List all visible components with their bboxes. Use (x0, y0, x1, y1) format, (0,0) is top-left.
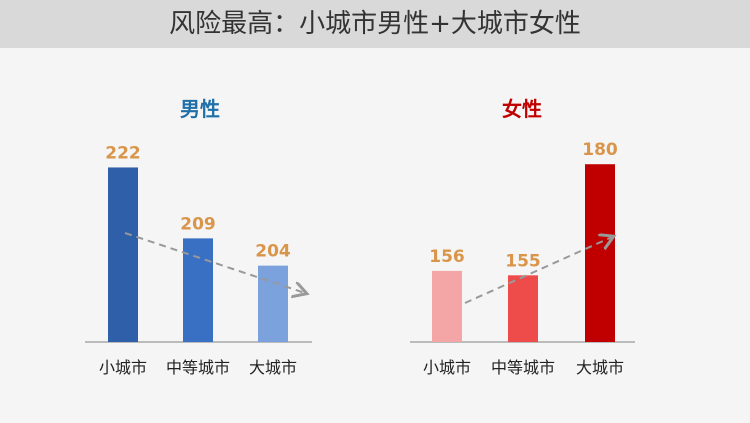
bar (108, 167, 138, 342)
data-label: 155 (505, 251, 541, 271)
chart-title: 男性 (180, 97, 220, 121)
data-label: 156 (429, 247, 465, 267)
tick-label: 小城市 (423, 358, 471, 377)
tick-label: 中等城市 (166, 358, 230, 377)
bar (183, 238, 213, 342)
bar (258, 265, 288, 342)
data-label: 204 (255, 242, 291, 262)
page-title: 风险最高：小城市男性+大城市女性 (0, 0, 750, 48)
bar (432, 270, 462, 342)
data-label: 209 (180, 214, 216, 234)
data-label: 180 (582, 140, 618, 160)
bar (585, 164, 615, 342)
data-label: 222 (105, 143, 141, 163)
tick-label: 大城市 (576, 358, 624, 377)
tick-label: 大城市 (249, 358, 297, 377)
trend-arrow (124, 232, 305, 293)
bar (508, 275, 538, 342)
tick-label: 中等城市 (491, 358, 555, 377)
trend-arrow (464, 237, 612, 304)
tick-label: 小城市 (99, 358, 147, 377)
chart-title: 女性 (502, 97, 542, 121)
